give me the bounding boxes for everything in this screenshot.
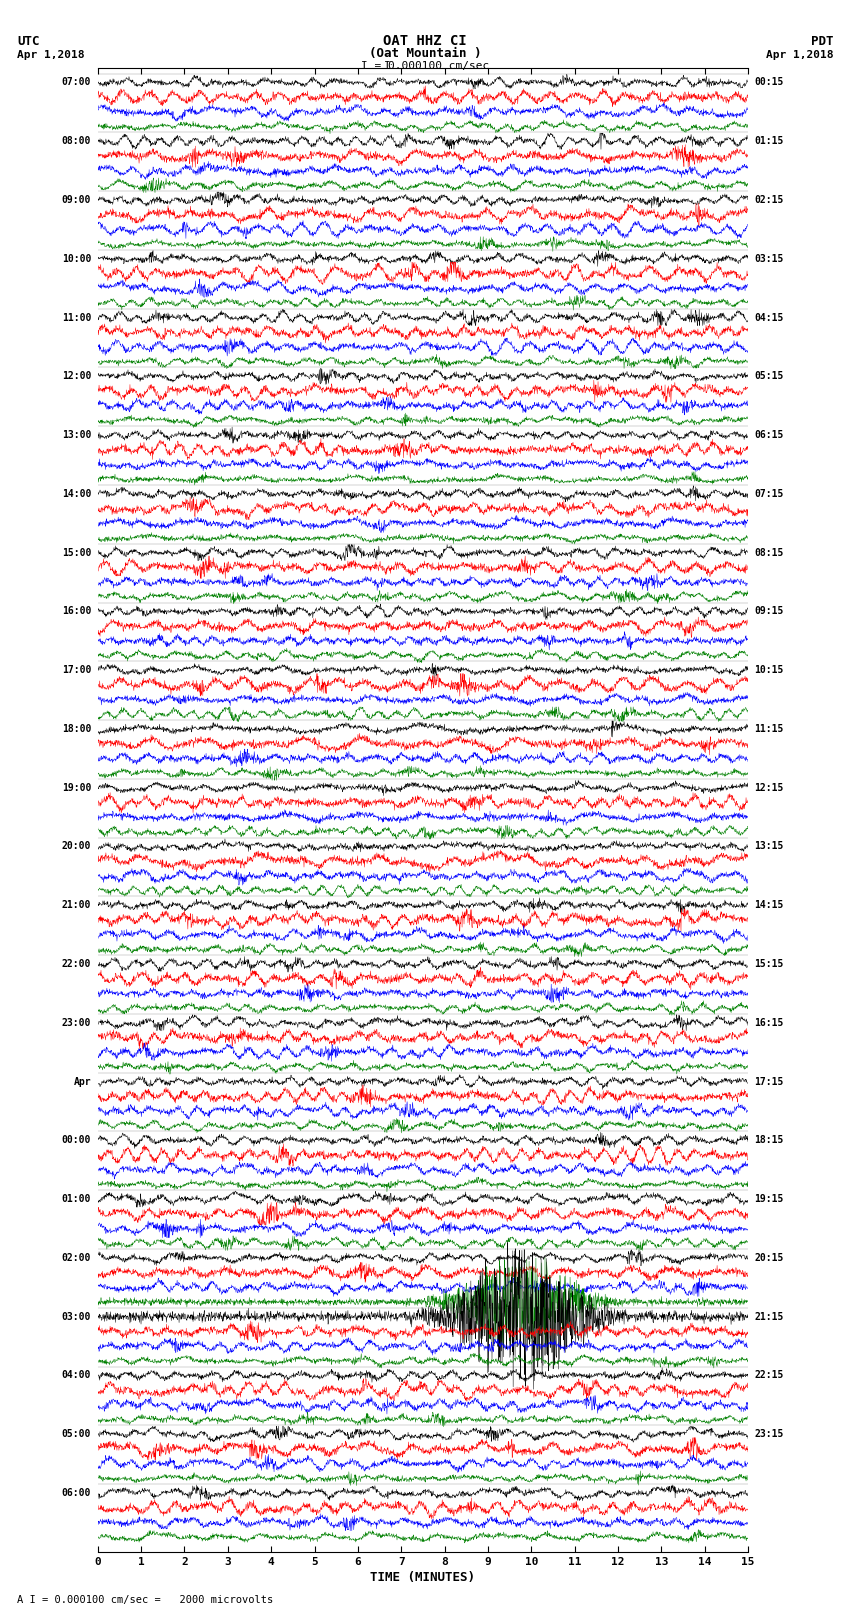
Text: 02:15: 02:15 [755,195,784,205]
Text: A I = 0.000100 cm/sec =   2000 microvolts: A I = 0.000100 cm/sec = 2000 microvolts [17,1595,273,1605]
Text: 17:00: 17:00 [62,665,91,676]
Text: 05:00: 05:00 [62,1429,91,1439]
Text: 06:15: 06:15 [755,431,784,440]
Text: OAT HHZ CI: OAT HHZ CI [383,34,467,48]
X-axis label: TIME (MINUTES): TIME (MINUTES) [371,1571,475,1584]
Text: PDT: PDT [811,35,833,48]
Text: 13:15: 13:15 [755,842,784,852]
Text: 08:00: 08:00 [62,135,91,147]
Text: 09:00: 09:00 [62,195,91,205]
Text: Apr 1,2018: Apr 1,2018 [766,50,833,60]
Text: 19:00: 19:00 [62,782,91,792]
Text: 10:00: 10:00 [62,253,91,265]
Text: 20:00: 20:00 [62,842,91,852]
Text: 21:15: 21:15 [755,1311,784,1321]
Text: 03:00: 03:00 [62,1311,91,1321]
Text: 07:15: 07:15 [755,489,784,498]
Text: 18:00: 18:00 [62,724,91,734]
Text: 23:15: 23:15 [755,1429,784,1439]
Text: 21:00: 21:00 [62,900,91,910]
Text: 22:00: 22:00 [62,960,91,969]
Text: UTC: UTC [17,35,39,48]
Text: Apr: Apr [74,1076,91,1087]
Text: 12:15: 12:15 [755,782,784,792]
Text: 06:00: 06:00 [62,1487,91,1498]
Text: 15:00: 15:00 [62,547,91,558]
Text: 15:15: 15:15 [755,960,784,969]
Text: 11:00: 11:00 [62,313,91,323]
Text: 18:15: 18:15 [755,1136,784,1145]
Text: 22:15: 22:15 [755,1371,784,1381]
Text: 17:15: 17:15 [755,1076,784,1087]
Text: 08:15: 08:15 [755,547,784,558]
Text: 00:00: 00:00 [62,1136,91,1145]
Text: 01:15: 01:15 [755,135,784,147]
Text: 05:15: 05:15 [755,371,784,381]
Text: 19:15: 19:15 [755,1194,784,1203]
Text: 04:15: 04:15 [755,313,784,323]
Text: 11:15: 11:15 [755,724,784,734]
Text: I = 0.000100 cm/sec: I = 0.000100 cm/sec [361,61,489,71]
Text: (Oat Mountain ): (Oat Mountain ) [369,47,481,60]
Text: 14:00: 14:00 [62,489,91,498]
Text: 13:00: 13:00 [62,431,91,440]
Text: 04:00: 04:00 [62,1371,91,1381]
Text: I: I [384,61,391,71]
Text: 07:00: 07:00 [62,77,91,87]
Text: 01:00: 01:00 [62,1194,91,1203]
Text: 03:15: 03:15 [755,253,784,265]
Text: Apr 1,2018: Apr 1,2018 [17,50,84,60]
Text: 00:15: 00:15 [755,77,784,87]
Text: 10:15: 10:15 [755,665,784,676]
Text: 14:15: 14:15 [755,900,784,910]
Text: 09:15: 09:15 [755,606,784,616]
Text: 02:00: 02:00 [62,1253,91,1263]
Text: 12:00: 12:00 [62,371,91,381]
Text: 16:15: 16:15 [755,1018,784,1027]
Text: 16:00: 16:00 [62,606,91,616]
Text: 23:00: 23:00 [62,1018,91,1027]
Text: 20:15: 20:15 [755,1253,784,1263]
